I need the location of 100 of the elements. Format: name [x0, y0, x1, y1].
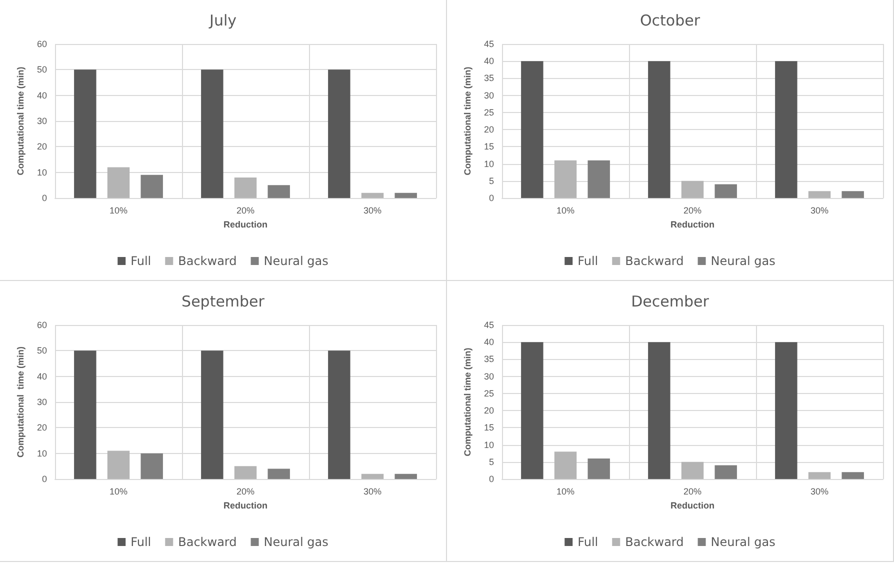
chart-title: September [182, 292, 266, 310]
bar [775, 342, 798, 479]
x-tick-label: 20% [236, 486, 255, 496]
bar [74, 350, 96, 479]
bar [775, 61, 798, 198]
bar [842, 191, 864, 198]
y-tick-label: 45 [484, 39, 494, 49]
y-tick-label: 40 [36, 371, 47, 382]
y-tick-label: 60 [36, 39, 47, 49]
x-tick-label: 30% [810, 486, 829, 496]
y-axis-title: Computational time (min) [462, 348, 472, 456]
y-tick-label: 20 [36, 422, 47, 433]
bar [234, 466, 257, 479]
bar [74, 70, 96, 198]
y-tick-label: 10 [36, 448, 47, 458]
legend-label: Neural gas [264, 535, 328, 549]
y-tick-label: 60 [36, 320, 47, 330]
x-axis-title: Reduction [224, 220, 268, 230]
bar [554, 160, 577, 198]
bar [521, 342, 544, 479]
y-tick-label: 40 [36, 90, 47, 100]
bar [394, 474, 417, 479]
y-tick-label: 10 [484, 440, 494, 450]
bar [201, 350, 224, 479]
y-tick-label: 30 [484, 90, 494, 100]
chart-title: December [631, 292, 710, 310]
legend-label: Backward [625, 535, 684, 549]
y-tick-label: 40 [484, 337, 494, 348]
y-tick-label: 0 [488, 474, 494, 484]
bar [268, 185, 290, 198]
y-tick-label: 5 [488, 176, 494, 186]
y-tick-label: 10 [36, 167, 47, 178]
y-tick-label: 20 [36, 142, 47, 152]
legend-label: Backward [625, 254, 684, 268]
legend-label: Full [578, 254, 598, 268]
legend-label: Neural gas [710, 535, 776, 549]
y-axis-title: Computational time (min) [462, 66, 472, 176]
y-tick-label: 15 [484, 422, 494, 433]
y-tick-label: 5 [488, 456, 494, 467]
bar [842, 472, 864, 479]
y-tick-label: 30 [36, 116, 47, 126]
y-axis-title: Computational time (min) [16, 346, 26, 458]
bar [648, 61, 670, 198]
bar [521, 61, 544, 198]
x-tick-label: 20% [236, 206, 255, 216]
legend-label: Neural gas [264, 254, 328, 268]
y-tick-label: 40 [484, 56, 494, 66]
x-tick-label: 10% [556, 206, 575, 216]
x-tick-label: 10% [556, 486, 575, 496]
x-tick-label: 10% [109, 206, 128, 216]
bar [681, 462, 704, 479]
bar [268, 468, 290, 479]
bar [808, 472, 831, 479]
bar [588, 458, 610, 479]
legend-label: Backward [178, 535, 237, 549]
y-tick-label: 50 [36, 64, 47, 75]
y-tick-label: 50 [36, 346, 47, 356]
bar [554, 452, 577, 479]
bar [107, 167, 130, 198]
x-tick-label: 30% [810, 206, 829, 216]
bar [140, 174, 163, 198]
y-tick-label: 30 [484, 371, 494, 382]
bar [714, 465, 737, 479]
y-tick-label: 0 [488, 193, 494, 203]
bar [140, 453, 163, 479]
y-tick-label: 35 [484, 354, 494, 364]
bar [714, 184, 737, 198]
x-tick-label: 10% [109, 486, 128, 496]
legend-label: Full [130, 254, 152, 268]
x-tick-label: 20% [683, 206, 702, 216]
legend-label: Backward [178, 254, 237, 268]
y-tick-label: 45 [484, 320, 494, 330]
bar [648, 342, 670, 479]
bar [394, 192, 417, 198]
y-tick-label: 0 [42, 474, 47, 484]
legend-label: Neural gas [710, 254, 776, 268]
y-tick-label: 0 [42, 193, 47, 203]
y-axis-title: Computational time (min) [16, 66, 26, 176]
bar [361, 474, 384, 479]
y-tick-label: 15 [484, 142, 494, 152]
bar [234, 177, 257, 198]
x-axis-title: Reduction [224, 500, 268, 510]
bar [681, 180, 704, 198]
x-axis-title: Reduction [670, 500, 714, 510]
x-axis-title: Reduction [670, 220, 714, 230]
bar [588, 160, 610, 198]
legend-label: Full [578, 535, 598, 549]
y-tick-label: 30 [36, 397, 47, 407]
y-tick-label: 10 [484, 158, 494, 169]
chart-title: July [208, 12, 237, 30]
legend-label: Full [130, 535, 152, 549]
y-tick-label: 20 [484, 406, 494, 416]
y-tick-label: 35 [484, 73, 494, 84]
bar [107, 450, 130, 479]
bar [328, 350, 350, 479]
x-tick-label: 20% [683, 486, 702, 496]
x-tick-label: 30% [363, 486, 382, 496]
chart-title: October [640, 12, 701, 30]
bar [328, 70, 350, 198]
bar [201, 70, 224, 198]
